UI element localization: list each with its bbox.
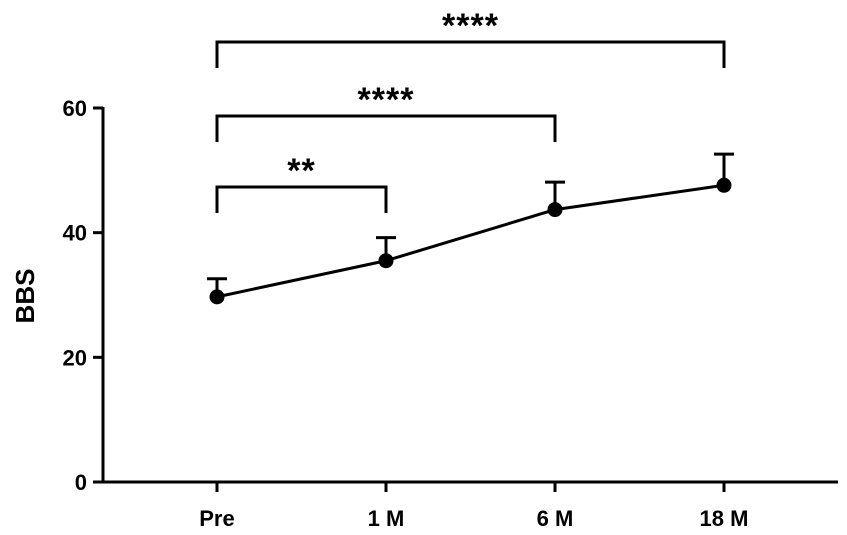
series-line: [216, 183, 725, 299]
x-tick-label: 6 M: [537, 506, 574, 531]
y-axis-title: BBS: [10, 269, 40, 324]
data-point: [547, 202, 563, 218]
x-tick-label: 18 M: [700, 506, 749, 531]
axes: 0 20 40 60 Pre 1 M 6 M 18 M: [63, 96, 838, 531]
y-tick-label: 40: [63, 221, 87, 246]
significance-brackets: **********: [215, 7, 726, 213]
y-tick-label: 0: [75, 470, 87, 495]
significance-label: **: [287, 152, 315, 190]
y-tick-label: 20: [63, 345, 87, 370]
x-tick-label: Pre: [199, 506, 234, 531]
significance-bracket: [215, 185, 388, 213]
data-series: [207, 152, 734, 305]
significance-bracket: [215, 40, 726, 68]
data-point: [209, 289, 225, 305]
y-tick-label: 60: [63, 96, 87, 121]
data-point: [378, 253, 394, 269]
x-tick-label: 1 M: [368, 506, 405, 531]
significance-label: ****: [358, 81, 415, 119]
data-point: [716, 177, 732, 193]
significance-label: ****: [442, 7, 499, 45]
significance-bracket: [215, 114, 557, 142]
